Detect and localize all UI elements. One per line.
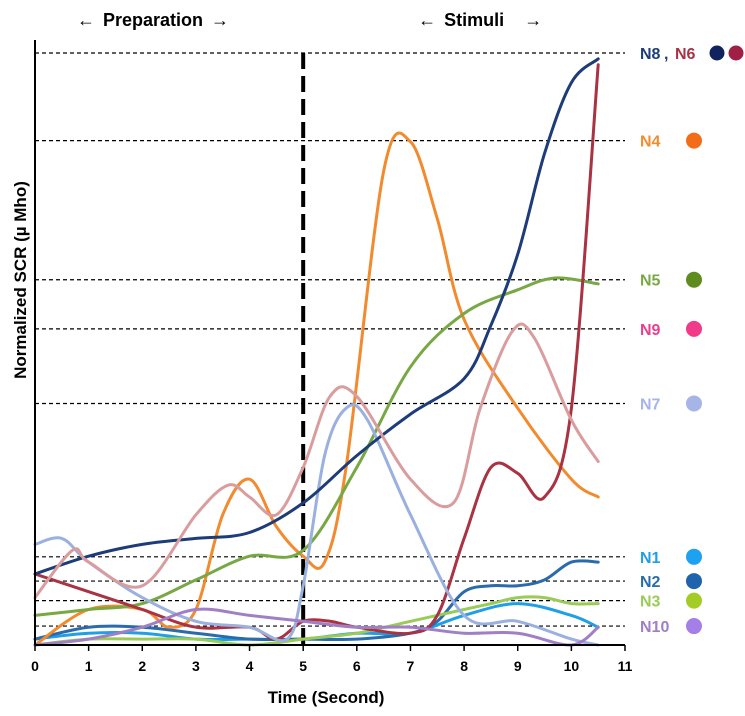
legend-dot-n4 [686,132,702,149]
series-line-n6 [33,63,600,641]
legend-label-n6: N6 [675,46,696,63]
legend-label-n10: N10 [640,619,669,636]
arrow-left-icon: ← [77,10,95,30]
legend-dot-n6 [728,45,744,61]
axes [34,40,625,646]
legend-label-n4: N4 [640,134,661,151]
legend-label-n2: N2 [640,574,661,591]
legend-label-n1: N1 [640,550,661,567]
legend-label-n9: N9 [640,322,661,339]
legend-label-n8: N8 [640,46,661,63]
x-tick-labels: 0 1 2 3 4 5 6 7 8 9 10 11 [31,645,633,674]
legend-dot-n3 [686,592,702,609]
x-axis-label: Time (Second) [268,688,385,707]
legend-dot-n8 [709,45,725,61]
arrow-right-icon: → [211,10,229,30]
x-tick-label: 8 [460,658,468,674]
legend-label-n5: N5 [640,273,661,290]
x-tick-label: 2 [138,658,146,674]
legend-dot-n7 [686,395,702,412]
x-tick-label: 6 [353,658,361,674]
arrow-left-icon: ← [418,10,436,30]
series-lines [33,57,600,647]
legend-dot-n9 [686,320,702,337]
legend-separator: , [664,46,668,63]
legend-dot-n10 [686,618,702,635]
series-line-n8 [33,57,600,576]
x-tick-label: 9 [514,658,522,674]
series-line-n10 [33,607,600,647]
series-line-n5 [33,276,600,617]
x-tick-label: 5 [299,658,307,674]
phase-header-preparation: ← Preparation → [77,10,229,30]
x-tick-label: 4 [246,658,254,674]
legend-dot-n5 [686,271,702,288]
legend: N8, N6 N4 N5 N9 N7 N1 N2 N3 N10 [640,45,744,636]
x-tick-label: 11 [618,658,633,674]
x-tick-label: 10 [564,658,580,674]
phase-headers: ← Preparation → ← Stimuli → [77,10,542,30]
legend-label-n3: N3 [640,594,661,611]
legend-label-n7: N7 [640,396,661,413]
y-axis-label: Normalized SCR (µ Mho) [11,181,30,379]
phase-label: Preparation [103,10,203,30]
legend-dot-n2 [686,573,702,590]
x-tick-label: 1 [85,658,93,674]
x-tick-label: 7 [407,658,415,674]
arrow-right-icon: → [524,10,542,30]
x-tick-label: 0 [31,658,39,674]
series-line-n7 [33,403,600,647]
legend-dot-n1 [686,548,702,565]
phase-header-stimuli: ← Stimuli → [418,10,542,30]
phase-label: Stimuli [444,10,504,30]
x-tick-label: 3 [192,658,200,674]
series-line-n4 [33,131,600,647]
series-line-n9 [33,322,600,600]
